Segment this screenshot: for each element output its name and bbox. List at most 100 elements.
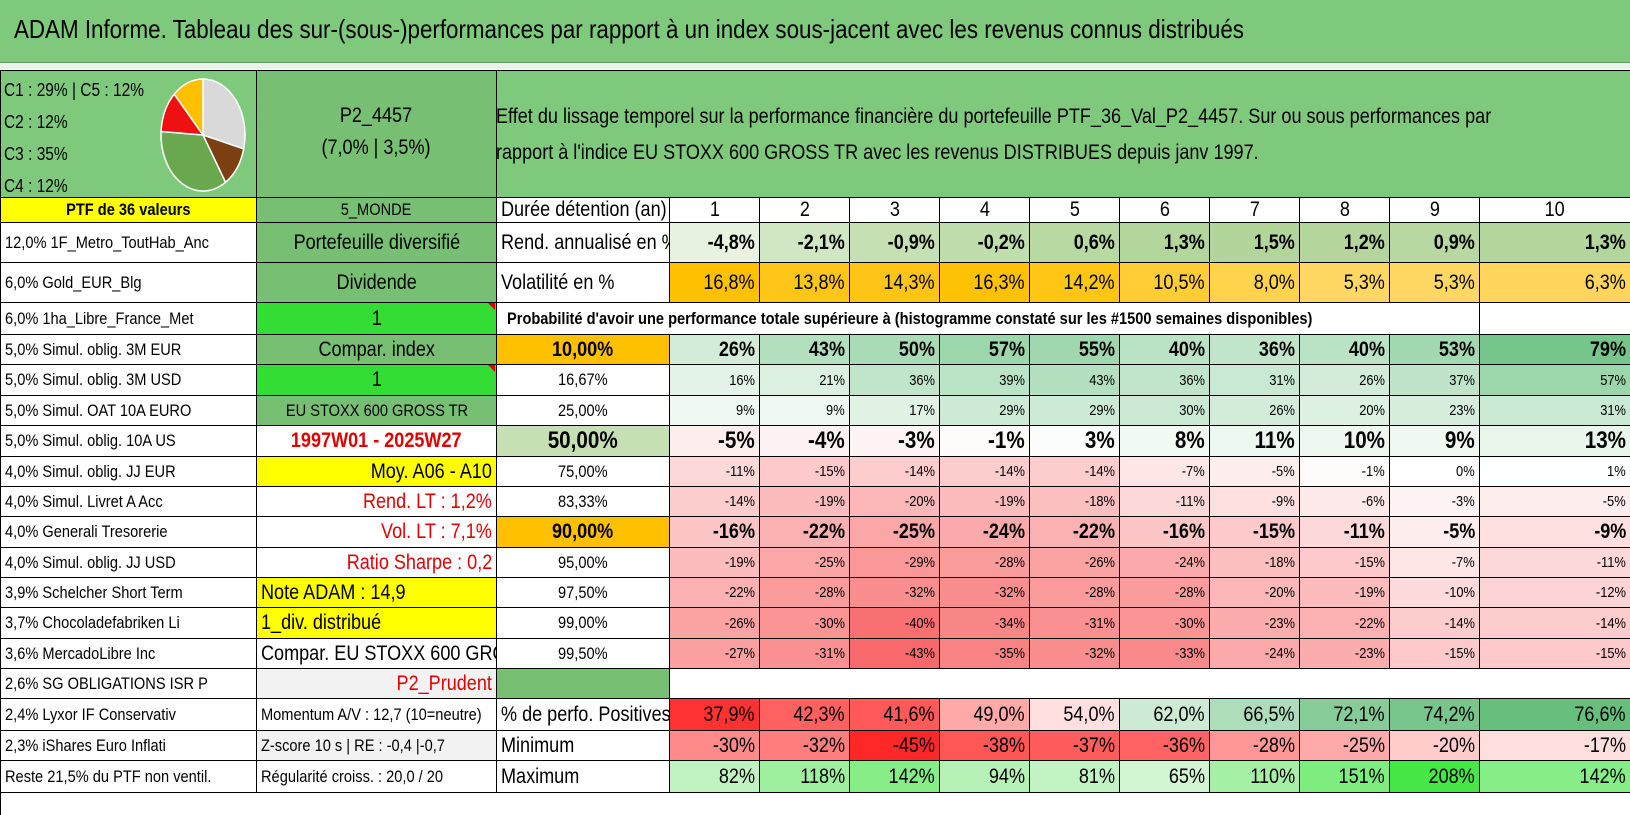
positives-value-text: 66,5% [1243, 702, 1295, 726]
probability-value: -1% [940, 426, 1030, 457]
description-cell [497, 71, 1630, 198]
rend-value-text: 1,3% [1163, 230, 1205, 254]
probability-value: -26% [1030, 548, 1120, 578]
holdings-header: PTF de 36 valeurs [1, 198, 257, 223]
probability-value-text: 11% [1254, 427, 1295, 454]
probability-value-text: 43% [1089, 371, 1115, 389]
probability-value-text: -1% [1362, 463, 1385, 480]
probability-value-text: -34% [994, 614, 1025, 632]
holding-row-text: 5,0% Simul. oblig. 3M USD [5, 370, 182, 389]
probability-value: -24% [940, 517, 1030, 548]
maximum-value: 208% [1390, 761, 1480, 793]
probability-value-text: -11% [1343, 520, 1385, 543]
vol-value: 5,3% [1300, 263, 1390, 303]
rend-value: 0,6% [1030, 223, 1120, 263]
vol-value-text: 14,2% [1063, 270, 1115, 294]
probability-value: -28% [760, 578, 850, 608]
report-title-bar: ADAM Informe. Tableau des sur-(sous-)per… [0, 0, 1630, 63]
probability-value-text: 1% [1607, 463, 1626, 480]
duration-label: Durée détention (an) [497, 198, 670, 223]
info-note-text: Note ADAM : 14,9 [261, 580, 406, 604]
probability-value: -18% [1030, 487, 1120, 517]
info-profile: P2_Prudent [257, 669, 497, 699]
holding-row: 3,6% MercadoLibre Inc [1, 639, 257, 669]
minimum-value: -30% [670, 731, 760, 761]
probability-value: -3% [850, 426, 940, 457]
probability-title-text: Probabilité d'avoir une performance tota… [507, 308, 1313, 328]
probability-value-text: 29% [1089, 402, 1115, 419]
year-header: 10 [1480, 198, 1630, 223]
holding-row-text: 3,7% Chocoladefabriken Li [5, 613, 180, 632]
probability-value: 53% [1390, 335, 1480, 365]
probability-threshold: 75,00% [497, 457, 670, 487]
maximum-value-text: 65% [1168, 764, 1205, 788]
holding-row: 4,0% Simul. oblig. JJ USD [1, 548, 257, 578]
probability-value: -22% [760, 517, 850, 548]
positives-value: 49,0% [940, 699, 1030, 731]
info-regularity-text: Régularité croiss. : 20,0 / 20 [261, 766, 444, 786]
year-header: 1 [670, 198, 760, 223]
probability-value-text: 26% [718, 337, 755, 361]
allocation-pie-chart [160, 78, 246, 192]
probability-value-text: -18% [1084, 493, 1115, 510]
holding-row-text: 4,0% Simul. oblig. JJ EUR [5, 461, 176, 481]
probability-value-text: -22% [1354, 614, 1385, 632]
probability-value: -6% [1300, 487, 1390, 517]
maximum-value: 65% [1120, 761, 1210, 793]
probability-value-text: -19% [724, 554, 755, 571]
probability-value: 16% [670, 365, 760, 396]
probability-threshold-text: 50,00% [547, 427, 619, 454]
probability-value-text: -25% [814, 554, 845, 571]
probability-value: -22% [1300, 608, 1390, 639]
spacer-row [670, 669, 1630, 699]
positives-value: 42,3% [760, 699, 850, 731]
rend-label-text: Rend. annualisé en % [501, 230, 670, 254]
minimum-value: -17% [1480, 731, 1630, 761]
probability-value: 36% [850, 365, 940, 396]
probability-value-text: -20% [904, 493, 935, 510]
probability-value-text: -25% [892, 520, 935, 543]
probability-value: 36% [1120, 365, 1210, 396]
minimum-value: -37% [1030, 731, 1120, 761]
maximum-value: 151% [1300, 761, 1390, 793]
probability-value-text: -1% [988, 427, 1025, 454]
probability-value: 40% [1120, 335, 1210, 365]
probability-value-text: -15% [814, 463, 845, 480]
rend-value: 0,9% [1390, 223, 1480, 263]
maximum-label-text: Maximum [501, 764, 580, 788]
probability-value-text: -15% [1354, 554, 1385, 571]
probability-value-text: -14% [994, 463, 1025, 480]
positives-value: 62,0% [1120, 699, 1210, 731]
probability-value-text: 39% [999, 371, 1025, 389]
report-title: ADAM Informe. Tableau des sur-(sous-)per… [14, 14, 1244, 44]
positives-value-text: 41,6% [883, 702, 935, 726]
info-index-name-text: EU STOXX 600 GROSS TR [285, 400, 468, 420]
probability-value: -19% [1300, 578, 1390, 608]
probability-value-text: -30% [1174, 614, 1205, 632]
minimum-value: -38% [940, 731, 1030, 761]
year-header-text: 9 [1429, 198, 1440, 221]
info-momentum: Momentum A/V : 12,7 (10=neutre) [257, 699, 497, 731]
probability-value: 20% [1300, 396, 1390, 426]
probability-value-text: -26% [1084, 554, 1115, 571]
probability-threshold: 10,00% [497, 335, 670, 365]
vol-value: 16,3% [940, 263, 1030, 303]
probability-value: 21% [760, 365, 850, 396]
probability-value: -19% [760, 487, 850, 517]
probability-value: -14% [1390, 608, 1480, 639]
rend-value: 1,3% [1120, 223, 1210, 263]
probability-value-text: 36% [1179, 371, 1205, 389]
portfolio-params: (7,0% | 3,5%) [321, 136, 431, 159]
probability-value-text: -5% [1603, 493, 1626, 510]
maximum-value-text: 94% [988, 764, 1025, 788]
duration-label-text: Durée détention (an) [501, 198, 667, 221]
probability-value: -7% [1390, 548, 1480, 578]
probability-value-text: -33% [1174, 645, 1205, 662]
pie-legend-line: C3 : 35% [4, 144, 68, 164]
holding-row-text: 6,0% Gold_EUR_Blg [5, 272, 142, 292]
comment-marker[interactable] [488, 303, 495, 310]
probability-value-text: -9% [1272, 493, 1295, 510]
probability-value: -14% [1480, 608, 1630, 639]
info-type-text: Portefeuille diversifié [293, 230, 460, 254]
comment-marker[interactable] [488, 365, 495, 372]
